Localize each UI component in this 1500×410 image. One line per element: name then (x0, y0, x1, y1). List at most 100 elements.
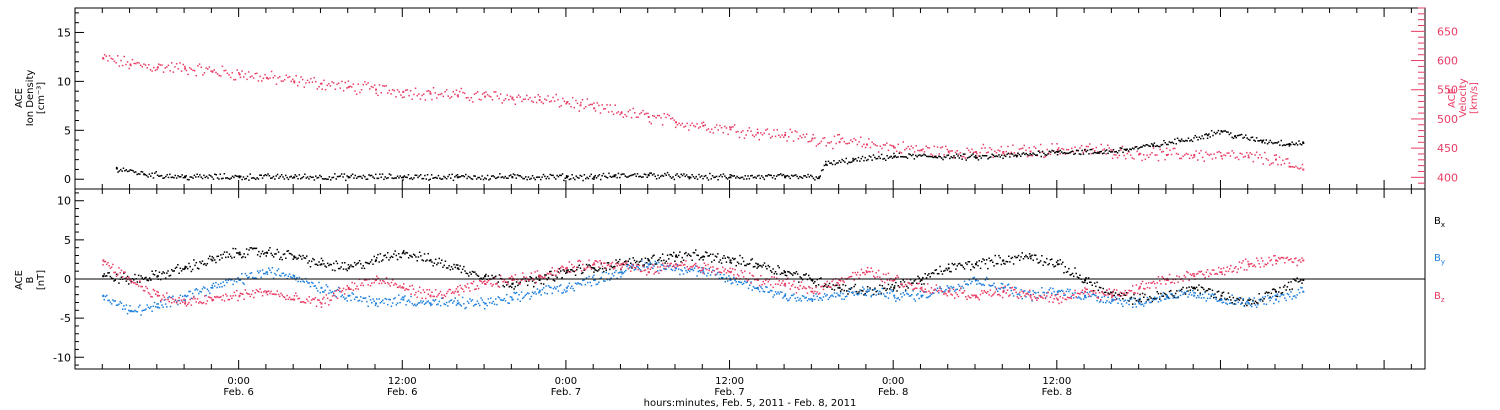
bz-series-point (147, 291, 150, 294)
by-series-point (1139, 297, 1141, 300)
velocity-series-point (725, 127, 728, 129)
bz-series-point (1224, 273, 1226, 276)
velocity-series-point (686, 122, 688, 125)
density-series-point (458, 176, 460, 178)
bz-series-point (202, 301, 205, 304)
velocity-series-point (154, 69, 157, 72)
bz-series-point (827, 285, 830, 288)
bz-series-point (881, 280, 884, 283)
bx-series-point (151, 270, 153, 272)
by-series-point (730, 282, 733, 285)
bx-series-point (993, 265, 995, 267)
bx-series-point (1297, 281, 1300, 283)
bz-series-point (1017, 297, 1020, 299)
bx-series-point (1199, 292, 1201, 294)
bz-series-point (347, 288, 350, 290)
density-series-point (709, 172, 711, 175)
by-series-point (430, 304, 432, 307)
bx-series-point (1019, 259, 1021, 261)
by-series-point (580, 284, 583, 286)
by-series-point (276, 269, 278, 272)
bz-series-point (700, 269, 702, 272)
velocity-series-point (262, 77, 265, 80)
bz-series-point (1183, 274, 1185, 277)
bx-series-point (767, 264, 769, 267)
velocity-series-point (987, 151, 989, 153)
density-series-point (654, 175, 656, 178)
bz-series-point (605, 267, 607, 270)
bx-series-point (405, 251, 407, 254)
bx-series-point (1125, 292, 1128, 294)
bz-series-point (1074, 289, 1076, 292)
density-series-point (383, 178, 385, 181)
bx-series-point (189, 265, 191, 268)
velocity-series-point (763, 132, 765, 134)
bx-series-point (1143, 296, 1145, 298)
bz-series-point (924, 288, 926, 290)
bx-series-point (201, 260, 204, 262)
density-series-point (1183, 140, 1186, 143)
by-series-point (1113, 299, 1115, 301)
by-series-point (911, 294, 913, 296)
bz-series-point (666, 262, 669, 265)
velocity-series-point (256, 72, 258, 75)
by-series-point (403, 296, 405, 299)
velocity-series-point (355, 93, 358, 95)
velocity-series-point (761, 134, 764, 136)
density-series-point (987, 158, 989, 160)
bx-series-point (141, 277, 143, 279)
bz-series-point (863, 271, 865, 274)
bz-series-point (439, 290, 442, 293)
bz-series-point (108, 265, 110, 267)
velocity-series-point (899, 151, 901, 153)
density-series-point (1026, 154, 1029, 156)
bx-series-point (729, 259, 732, 262)
by-series-point (723, 273, 725, 276)
velocity-series-point (1280, 164, 1282, 166)
bz-series-point (261, 295, 264, 297)
density-series-point (632, 173, 635, 176)
bx-series-point (776, 273, 778, 275)
by-series-point (1201, 293, 1204, 296)
density-series-point (121, 170, 123, 172)
density-series-point (930, 155, 932, 158)
density-series-point (879, 157, 881, 160)
bx-series-point (136, 281, 139, 283)
by-series-point (734, 279, 736, 282)
bz-series-point (487, 280, 490, 282)
bz-series-point (681, 262, 683, 264)
velocity-series-point (401, 96, 404, 99)
velocity-series-point (1002, 152, 1004, 155)
bx-series-point (1059, 259, 1061, 261)
bz-series-point (417, 290, 420, 293)
bx-series-point (929, 276, 931, 278)
velocity-series-point (427, 90, 430, 92)
bx-series-point (663, 259, 665, 262)
velocity-series-point (202, 74, 204, 76)
velocity-series-point (462, 91, 464, 94)
by-series-point (123, 305, 125, 307)
by-series-point (184, 299, 186, 301)
velocity-series-point (184, 67, 187, 70)
bz-series-point (454, 290, 456, 293)
bx-series-point (415, 256, 417, 258)
bx-series-point (702, 259, 704, 261)
bx-series-point (544, 274, 546, 276)
bz-series-point (398, 286, 400, 288)
density-series-point (398, 177, 400, 179)
bz-series-point (1129, 290, 1131, 292)
velocity-series-point (1229, 155, 1232, 157)
bx-series-point (685, 251, 687, 254)
velocity-series-point (182, 63, 184, 66)
by-series-point (480, 297, 482, 299)
bx-series-point (626, 263, 628, 266)
velocity-series-point (161, 64, 163, 66)
bz-series-point (212, 299, 215, 301)
by-series-point (1028, 291, 1031, 293)
velocity-series-point (1031, 155, 1034, 157)
density-series-point (489, 178, 491, 180)
bz-series-point (104, 260, 107, 263)
by-series-point (1278, 300, 1280, 303)
bz-series-point (299, 301, 302, 303)
bx-series-point (1268, 291, 1270, 294)
